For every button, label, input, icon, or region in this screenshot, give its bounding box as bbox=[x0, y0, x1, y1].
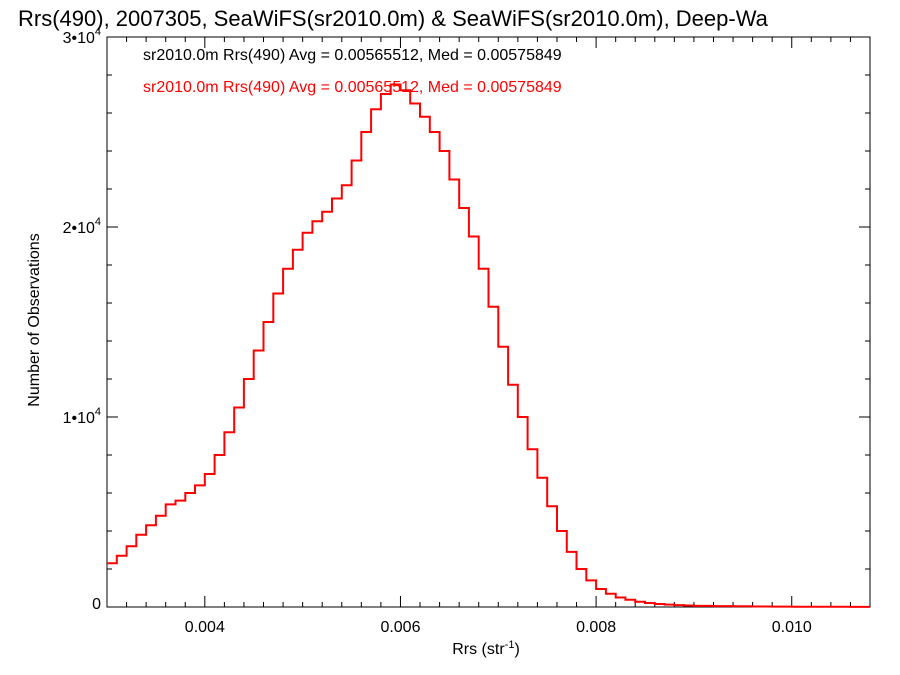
y-axis-label: Number of Observations bbox=[26, 233, 43, 406]
y-tick-label: 2•104 bbox=[63, 216, 101, 237]
x-axis-label: Rrs (str-1) bbox=[452, 639, 520, 658]
plot-area bbox=[106, 36, 871, 608]
plot-border bbox=[106, 36, 871, 608]
x-tick-label: 0.004 bbox=[185, 619, 225, 636]
x-tick-label: 0.008 bbox=[576, 619, 616, 636]
y-tick-label: 1•104 bbox=[63, 406, 101, 427]
series-group bbox=[107, 83, 870, 608]
x-axis-label-sup: -1 bbox=[505, 639, 515, 651]
chart-title: Rrs(490), 2007305, SeaWiFS(sr2010.0m) & … bbox=[18, 6, 769, 31]
x-axis-label-suffix: ) bbox=[514, 641, 519, 658]
legend-entry-1: sr2010.0m Rrs(490) Avg = 0.00565512, Med… bbox=[143, 47, 562, 64]
x-tick-label: 0.006 bbox=[380, 619, 420, 636]
y-axis: 0 1•104 2•104 3•104 bbox=[63, 26, 870, 613]
x-tick-label: 0.010 bbox=[772, 619, 812, 636]
histogram-series-line bbox=[107, 83, 870, 608]
x-axis-label-main: Rrs (str bbox=[452, 641, 505, 658]
y-tick-label: 0 bbox=[92, 596, 101, 613]
legend-entry-2: sr2010.0m Rrs(490) Avg = 0.00565512, Med… bbox=[143, 79, 562, 96]
x-axis: 0.004 0.006 0.008 0.010 bbox=[106, 37, 871, 636]
y-tick-label: 3•104 bbox=[63, 26, 101, 47]
